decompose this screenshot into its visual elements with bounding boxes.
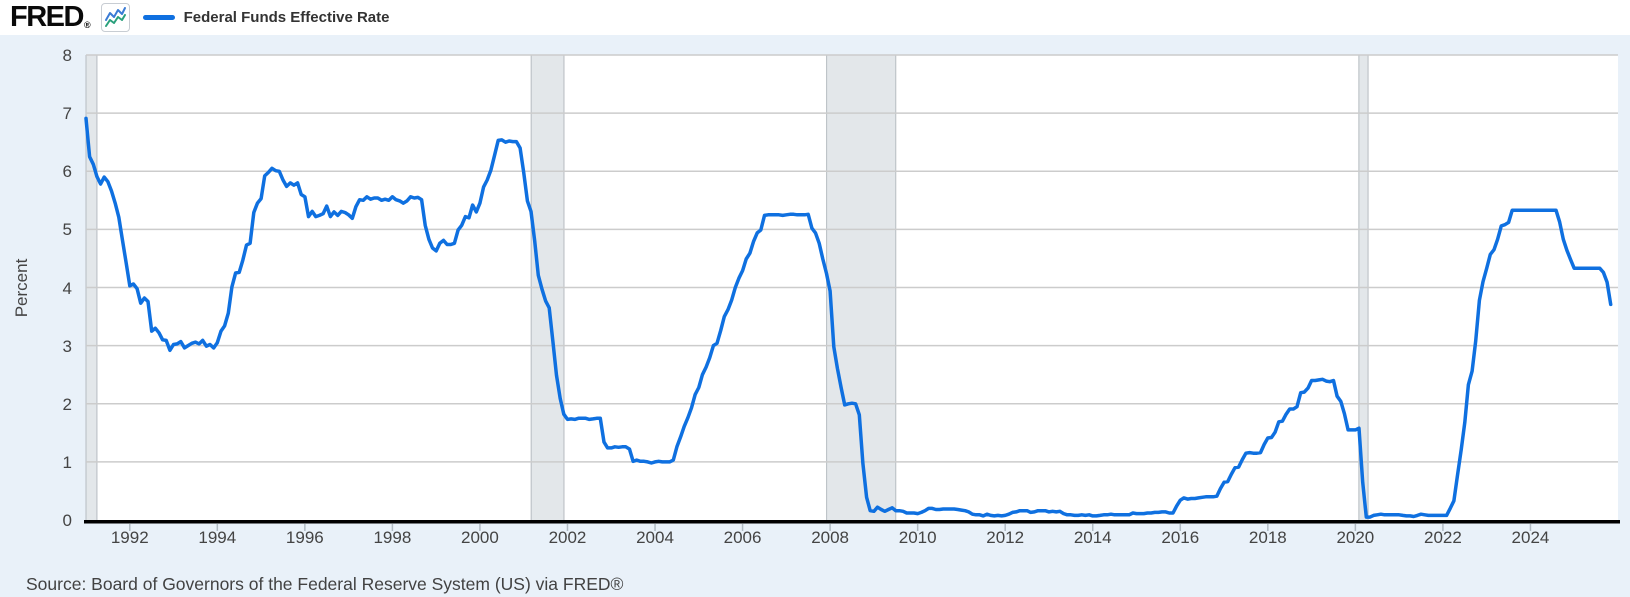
y-tick-label: 3 — [62, 336, 72, 356]
y-tick-label: 8 — [62, 46, 72, 65]
x-tick-label: 2008 — [811, 528, 850, 547]
y-tick-label: 5 — [62, 220, 72, 240]
x-tick-label: 2010 — [898, 528, 937, 547]
registered-mark: ® — [83, 20, 91, 30]
fred-chart-icon — [100, 3, 130, 32]
y-tick-label: 0 — [62, 511, 72, 530]
y-tick-label: 7 — [62, 104, 72, 124]
x-tick-label: 1998 — [373, 528, 412, 547]
fred-logo[interactable]: FRED ® — [10, 3, 91, 32]
source-attribution: Source: Board of Governors of the Federa… — [26, 574, 624, 594]
x-tick-label: 2004 — [636, 528, 674, 547]
y-axis-title: Percent — [12, 258, 31, 318]
fred-chart-icon-glyph — [104, 7, 126, 27]
x-tick-label: 2020 — [1336, 528, 1375, 547]
x-tick-label: 2016 — [1161, 528, 1200, 547]
x-tick-label: 2022 — [1423, 528, 1462, 547]
x-tick-label: 2006 — [723, 528, 762, 547]
x-tick-label: 2002 — [548, 528, 587, 547]
fred-logo-text: FRED — [10, 1, 84, 33]
x-tick-label: 2018 — [1248, 528, 1287, 547]
x-tick-label: 2024 — [1511, 528, 1550, 547]
x-tick-label: 1994 — [198, 528, 237, 547]
chart-header: FRED ® Federal Funds Effective Rate — [0, 0, 1630, 35]
x-tick-label: 2014 — [1073, 528, 1112, 547]
x-tick-label: 2000 — [461, 528, 499, 547]
y-tick-label: 1 — [62, 452, 72, 472]
y-tick-label: 4 — [62, 278, 72, 298]
y-tick-label: 2 — [62, 394, 72, 414]
x-tick-label: 2012 — [986, 528, 1025, 547]
x-tick-label: 1992 — [110, 528, 149, 547]
x-axis-line — [84, 520, 1620, 524]
legend-line-swatch — [142, 15, 175, 20]
x-tick-label: 1996 — [285, 528, 324, 547]
legend-label[interactable]: Federal Funds Effective Rate — [183, 9, 390, 26]
y-tick-label: 6 — [62, 162, 72, 182]
series-line-federal-funds-rate[interactable] — [84, 116, 1613, 519]
